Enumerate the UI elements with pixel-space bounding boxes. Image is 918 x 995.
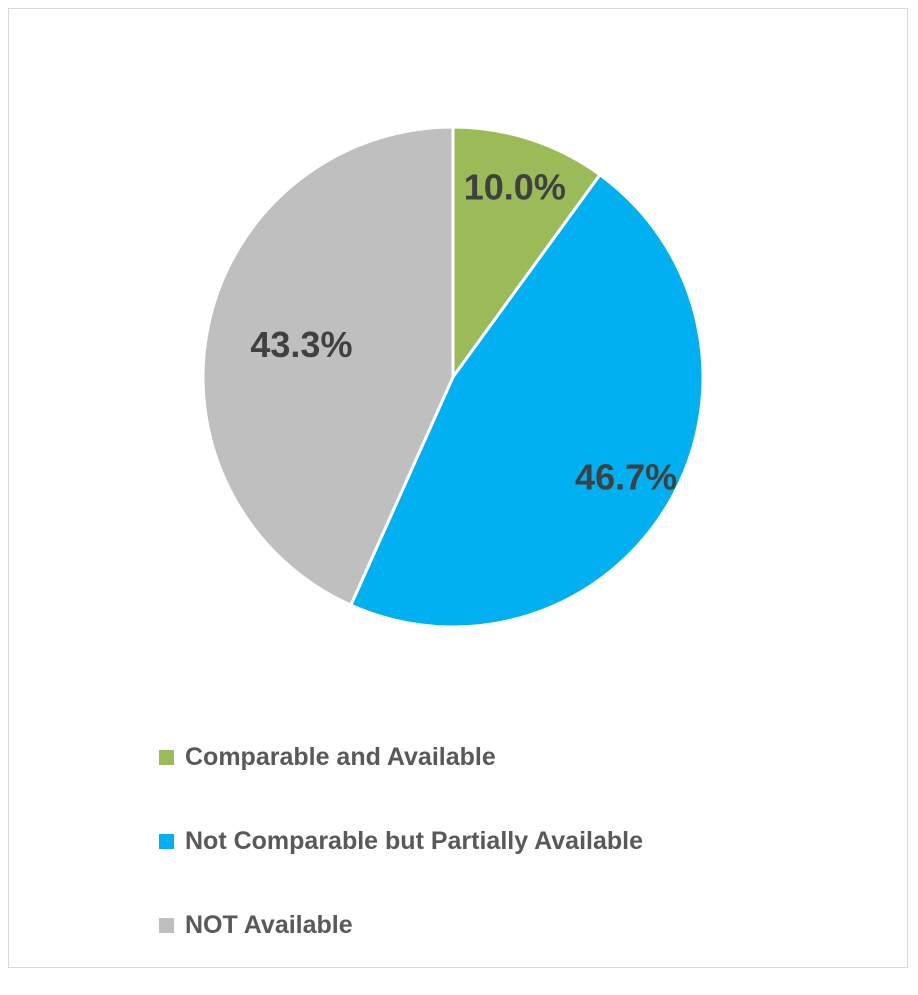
- data-label-comparable-and-available: 10.0%: [464, 166, 566, 207]
- pie-slice-comparable-and-available: [451, 125, 602, 379]
- pie-slice-not-available: [201, 125, 455, 607]
- legend-item-not-comparable-partially-available: Not Comparable but Partially Available: [159, 827, 643, 855]
- chart-legend: Comparable and Available Not Comparable …: [159, 743, 643, 995]
- pie-data-labels: 10.0% 46.7% 43.3%: [250, 166, 677, 497]
- pie-slice-not-comparable-but-partially-available: [349, 173, 705, 629]
- legend-item-comparable-and-available: Comparable and Available: [159, 743, 643, 771]
- data-label-not-available: 43.3%: [250, 324, 352, 365]
- chart-area: 10.0% 46.7% 43.3% Comparable and Available…: [8, 8, 908, 968]
- data-label-not-comparable-but-partially-available: 46.7%: [575, 457, 677, 498]
- legend-label: Comparable and Available: [185, 742, 496, 771]
- legend-swatch-comparable-and-available: [159, 749, 174, 765]
- legend-swatch-not-comparable-partially-available: [159, 833, 174, 849]
- pie-slices: [201, 125, 705, 629]
- legend-swatch-not-available: [159, 917, 174, 933]
- legend-item-not-available: NOT Available: [159, 911, 643, 939]
- legend-label: Not Comparable but Partially Available: [185, 826, 643, 855]
- pie-chart: 10.0% 46.7% 43.3%: [201, 125, 705, 629]
- legend-label: NOT Available: [185, 910, 353, 939]
